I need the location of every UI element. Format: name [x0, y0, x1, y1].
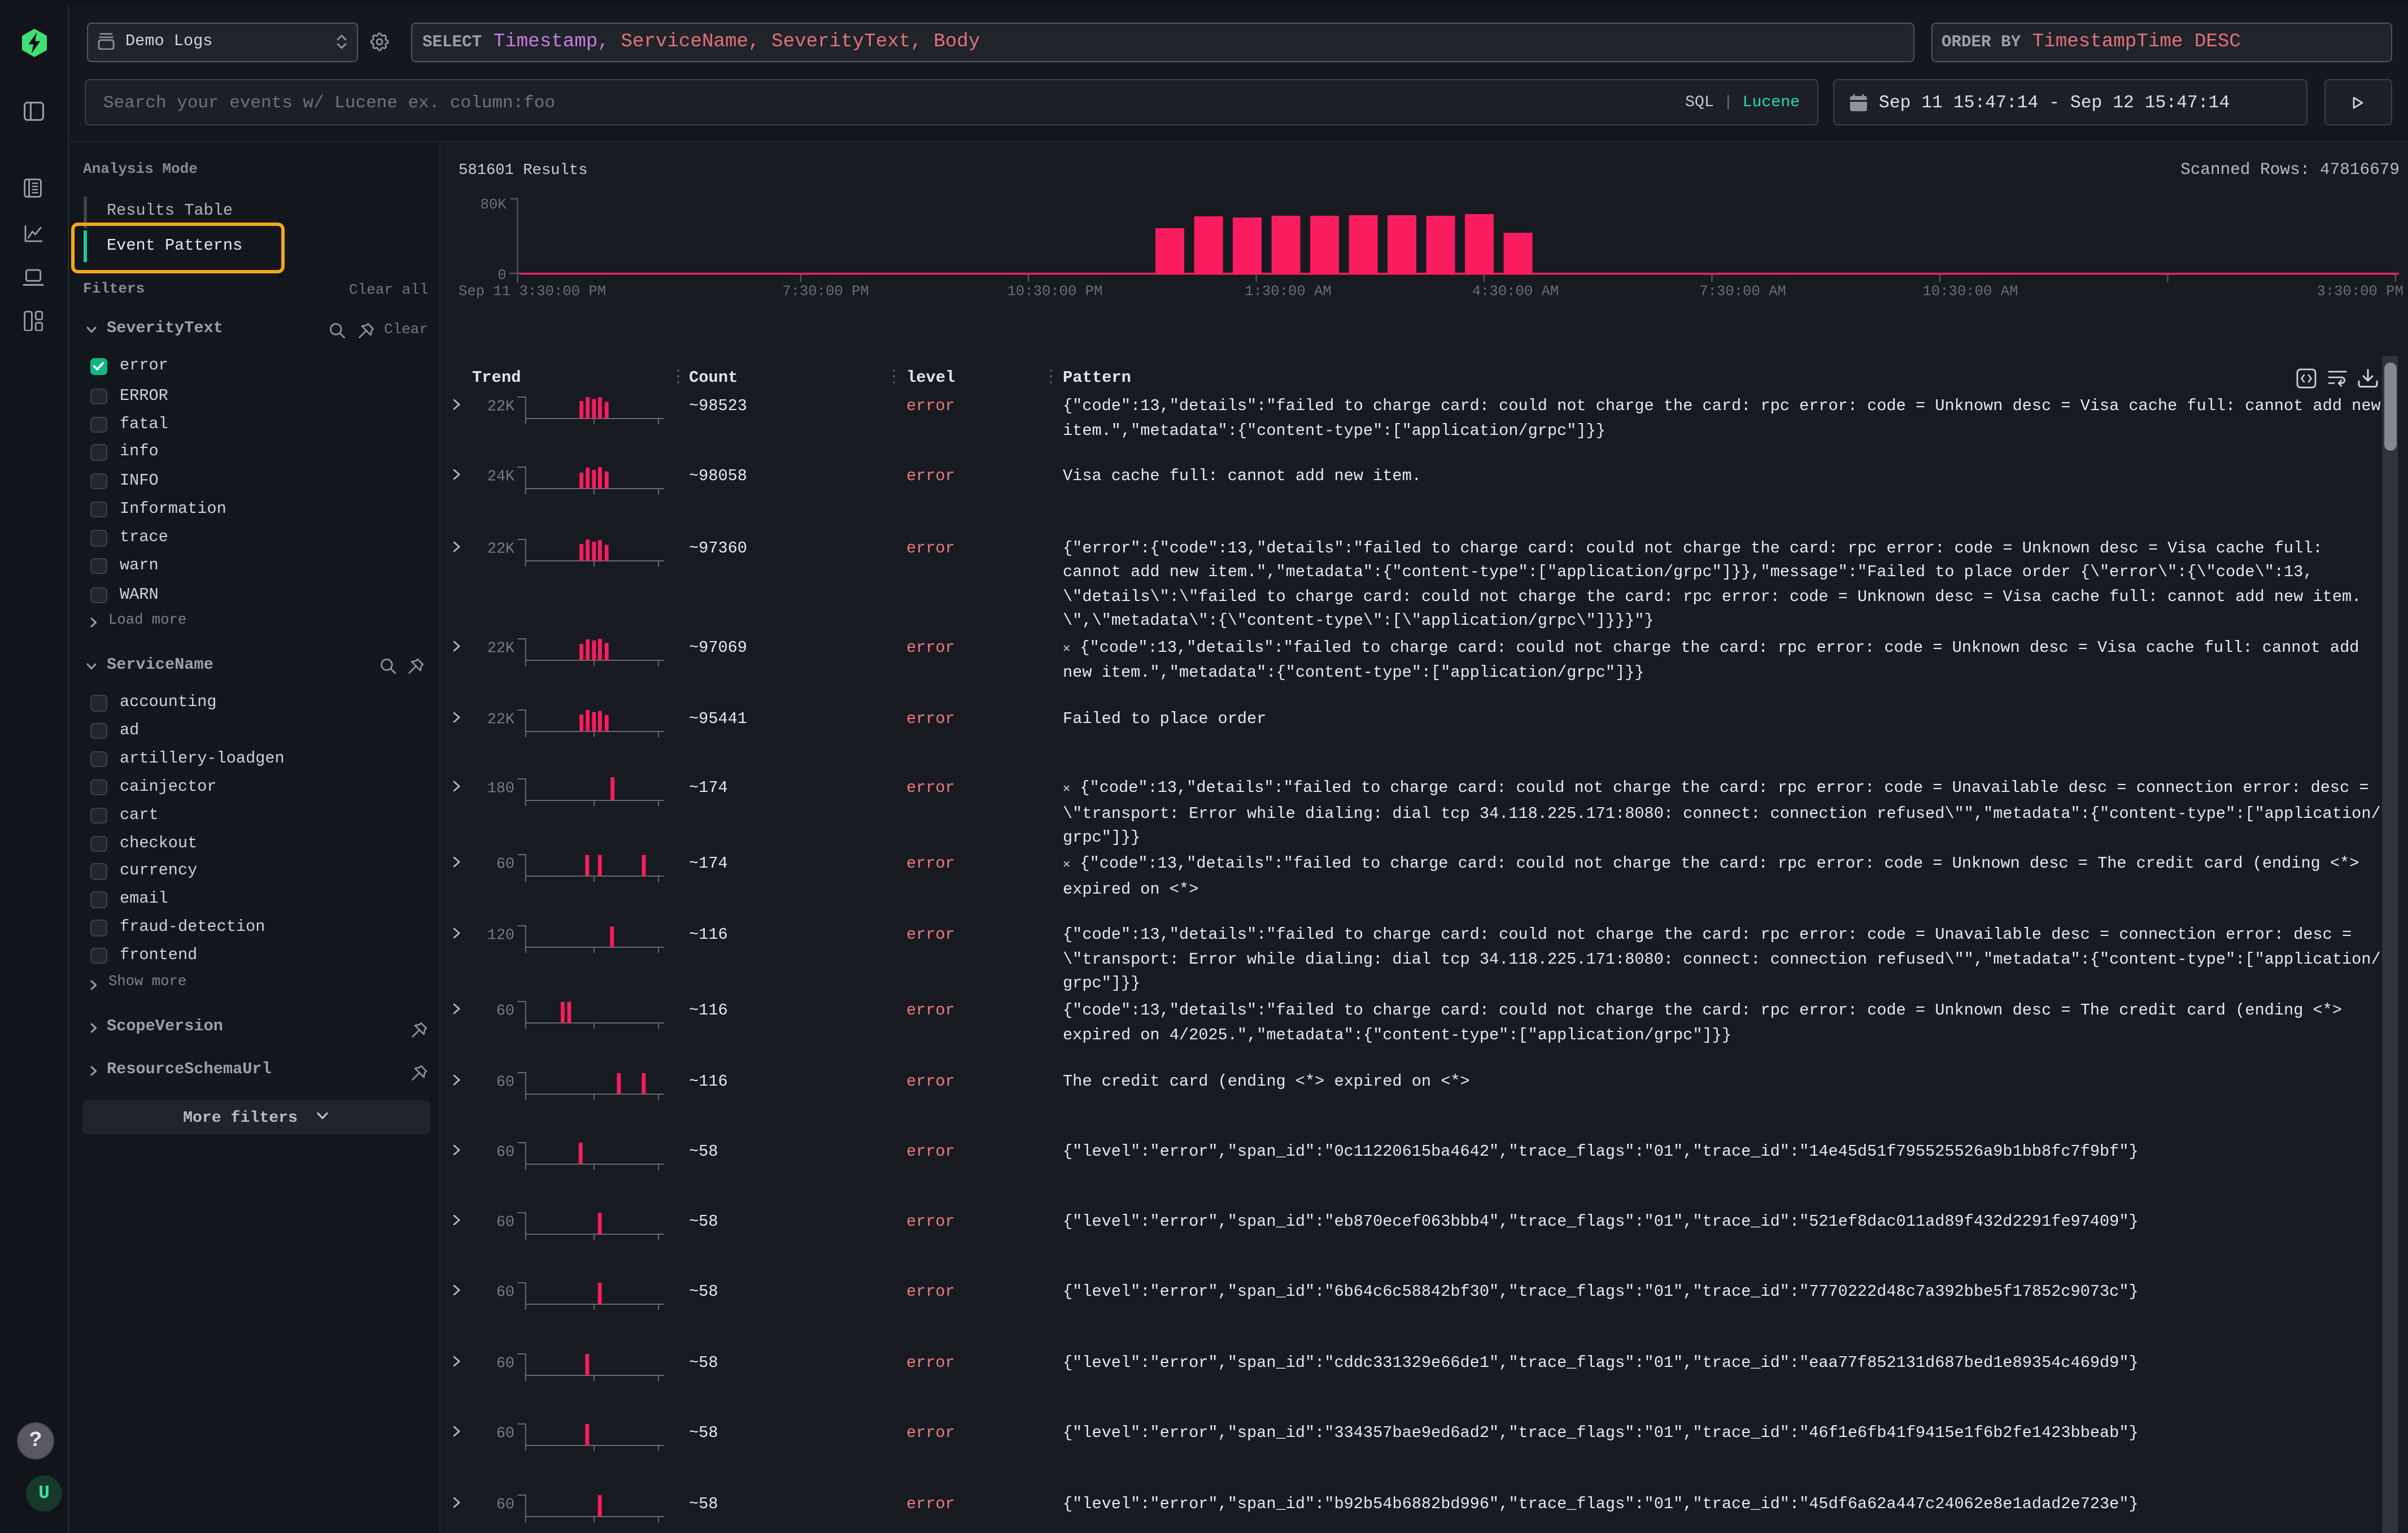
svg-text:10:30:00 PM: 10:30:00 PM — [1007, 284, 1103, 300]
svg-text:60: 60 — [496, 1003, 514, 1020]
svg-text:60: 60 — [496, 1496, 514, 1513]
svg-text:80K: 80K — [481, 197, 507, 213]
svg-text:60: 60 — [496, 1425, 514, 1442]
svg-text:180: 180 — [487, 780, 514, 797]
svg-text:60: 60 — [496, 1214, 514, 1231]
svg-text:24K: 24K — [487, 468, 515, 485]
svg-text:60: 60 — [496, 856, 514, 873]
svg-text:1:30:00 AM: 1:30:00 AM — [1245, 284, 1332, 300]
svg-text:0: 0 — [498, 267, 506, 284]
svg-text:7:30:00 PM: 7:30:00 PM — [782, 284, 869, 300]
svg-text:60: 60 — [496, 1073, 514, 1090]
svg-text:22K: 22K — [487, 711, 515, 728]
svg-text:4:30:00 AM: 4:30:00 AM — [1472, 284, 1559, 300]
svg-text:120: 120 — [487, 927, 514, 944]
svg-text:7:30:00 AM: 7:30:00 AM — [1699, 284, 1786, 300]
svg-text:22K: 22K — [487, 540, 515, 557]
svg-text:3:30:00 PM: 3:30:00 PM — [2317, 284, 2403, 300]
svg-text:60: 60 — [496, 1284, 514, 1301]
svg-text:Sep 11 3:30:00 PM: Sep 11 3:30:00 PM — [459, 284, 606, 300]
svg-text:22K: 22K — [487, 639, 515, 656]
svg-text:60: 60 — [496, 1143, 514, 1160]
svg-text:10:30:00 AM: 10:30:00 AM — [1923, 284, 2018, 300]
svg-text:22K: 22K — [487, 398, 515, 415]
svg-text:60: 60 — [496, 1355, 514, 1371]
